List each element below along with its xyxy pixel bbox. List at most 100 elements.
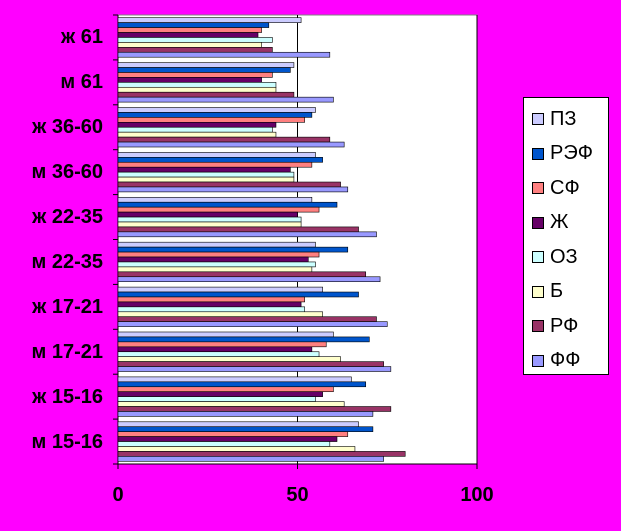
bar-4-6: [117, 226, 359, 233]
category-label: м 36-60: [31, 161, 103, 184]
legend-label: СФ: [550, 176, 580, 199]
bar-7-4: [117, 351, 320, 357]
bar-1-2: [117, 72, 273, 78]
bar-7-7: [117, 366, 392, 372]
bar-1-0: [117, 62, 295, 68]
category-label: ж 17-21: [32, 295, 103, 318]
bar-5-5: [117, 266, 313, 273]
bar-5-0: [117, 241, 316, 248]
legend-item: Б: [532, 280, 564, 303]
bar-8-3: [117, 391, 323, 397]
bar-6-3: [117, 301, 302, 308]
bar-3-0: [117, 152, 316, 158]
bar-1-5: [117, 86, 277, 93]
bar-5-3: [117, 256, 309, 263]
bar-6-7: [117, 321, 388, 327]
bar-2-1: [117, 112, 313, 118]
bar-8-6: [117, 406, 392, 412]
bar-7-6: [117, 361, 384, 367]
bar-9-0: [117, 421, 359, 428]
legend-label: Б: [550, 280, 564, 302]
legend-label: ФФ: [550, 349, 581, 371]
bar-9-5: [117, 446, 356, 452]
bar-4-3: [117, 211, 298, 218]
bar-8-2: [117, 386, 334, 393]
bar-5-4: [117, 261, 316, 268]
bar-3-2: [117, 161, 313, 168]
bar-9-2: [117, 431, 349, 437]
bar-2-5: [117, 131, 277, 138]
bar-4-1: [117, 201, 338, 208]
bar-0-1: [117, 22, 270, 28]
bar-7-5: [117, 356, 341, 362]
bar-9-7: [117, 456, 384, 462]
legend-swatch: [532, 182, 544, 194]
bar-0-2: [117, 27, 262, 33]
bar-9-1: [117, 426, 374, 432]
category-label: м 22-35: [31, 250, 103, 273]
legend-label: Ж: [550, 211, 569, 233]
bar-5-7: [117, 276, 381, 283]
x-tick-label: 50: [286, 484, 309, 506]
category-label: м 17-21: [31, 340, 103, 363]
bar-3-6: [117, 181, 341, 188]
x-tick-label: 100: [460, 484, 494, 506]
bar-0-6: [117, 47, 273, 53]
bar-0-3: [117, 32, 259, 38]
bar-2-6: [117, 136, 331, 143]
bar-4-0: [117, 196, 313, 203]
legend-swatch: [532, 285, 544, 298]
bar-5-2: [117, 251, 320, 258]
bar-7-2: [117, 341, 327, 348]
bar-4-7: [117, 231, 377, 238]
bar-8-1: [117, 381, 367, 388]
legend-label: ПЗ: [550, 107, 577, 130]
bar-8-5: [117, 401, 345, 407]
bar-2-0: [117, 107, 316, 113]
bar-0-7: [117, 51, 331, 58]
bar-0-5: [117, 42, 262, 48]
bar-8-4: [117, 396, 316, 402]
bar-6-2: [117, 296, 305, 303]
legend-swatch: [532, 216, 544, 229]
category-label: м 61: [60, 71, 103, 94]
legend-item: ОЗ: [532, 246, 578, 268]
bar-5-1: [117, 246, 349, 253]
bar-3-4: [117, 171, 295, 178]
bar-1-6: [117, 91, 295, 98]
x-tick-label: 0: [112, 484, 124, 506]
bar-7-3: [117, 346, 313, 353]
legend-label: РЭФ: [550, 142, 593, 164]
legend-swatch: [532, 251, 544, 263]
bar-2-7: [117, 141, 345, 148]
bar-7-1: [117, 336, 370, 343]
bar-4-5: [117, 221, 302, 228]
legend: ПЗ РЭФ СФ Ж ОЗ Б РФ ФФ: [523, 97, 609, 375]
bar-6-0: [117, 286, 323, 293]
bar-9-4: [117, 441, 331, 447]
category-label: ж 61: [61, 26, 103, 49]
category-label: м 15-16: [31, 430, 103, 453]
category-label: ж 36-60: [32, 116, 103, 139]
legend-swatch: [532, 147, 544, 160]
legend-item: РЭФ: [532, 142, 593, 165]
bar-5-6: [117, 271, 367, 278]
bar-8-0: [117, 376, 352, 383]
legend-item: ФФ: [532, 349, 581, 372]
bar-3-3: [117, 166, 291, 173]
bar-9-3: [117, 436, 338, 442]
legend-swatch: [532, 113, 544, 125]
bar-1-4: [117, 82, 277, 88]
bar-6-1: [117, 291, 359, 298]
bar-4-4: [117, 216, 302, 223]
legend-swatch: [532, 320, 544, 332]
bar-2-4: [117, 126, 273, 133]
bar-7-0: [117, 331, 334, 338]
legend-label: РФ: [550, 314, 579, 337]
bar-3-1: [117, 157, 323, 163]
legend-swatch: [532, 354, 544, 367]
category-label: ж 22-35: [32, 206, 103, 229]
bar-2-2: [117, 117, 305, 123]
bar-4-2: [117, 206, 320, 213]
